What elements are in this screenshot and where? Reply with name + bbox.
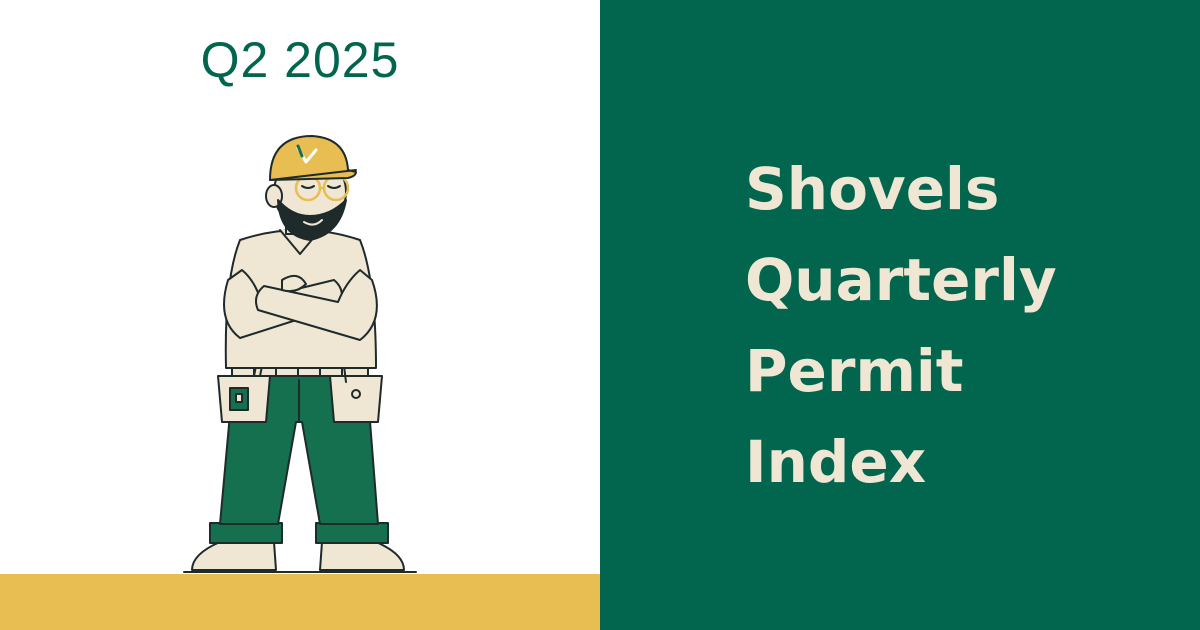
title-line-1: Shovels	[745, 155, 1000, 223]
left-cuff-icon	[209, 522, 283, 544]
right-panel	[600, 0, 1200, 630]
beard-icon	[277, 199, 347, 241]
right-cuff-icon	[315, 522, 389, 544]
right-boot-icon	[319, 541, 405, 571]
left-boot-icon	[191, 541, 277, 571]
hand-icon	[281, 274, 307, 293]
page-title: Shovels Quarterly Permit Index	[745, 144, 1057, 508]
quarter-label: Q2 2025	[200, 32, 400, 88]
ground-strip	[0, 574, 600, 630]
title-line-4: Index	[745, 428, 927, 496]
title-line-3: Permit	[745, 337, 964, 405]
title-line-2: Quarterly	[745, 246, 1057, 314]
construction-worker-illustration	[183, 135, 417, 573]
hard-hat-icon	[269, 135, 357, 181]
